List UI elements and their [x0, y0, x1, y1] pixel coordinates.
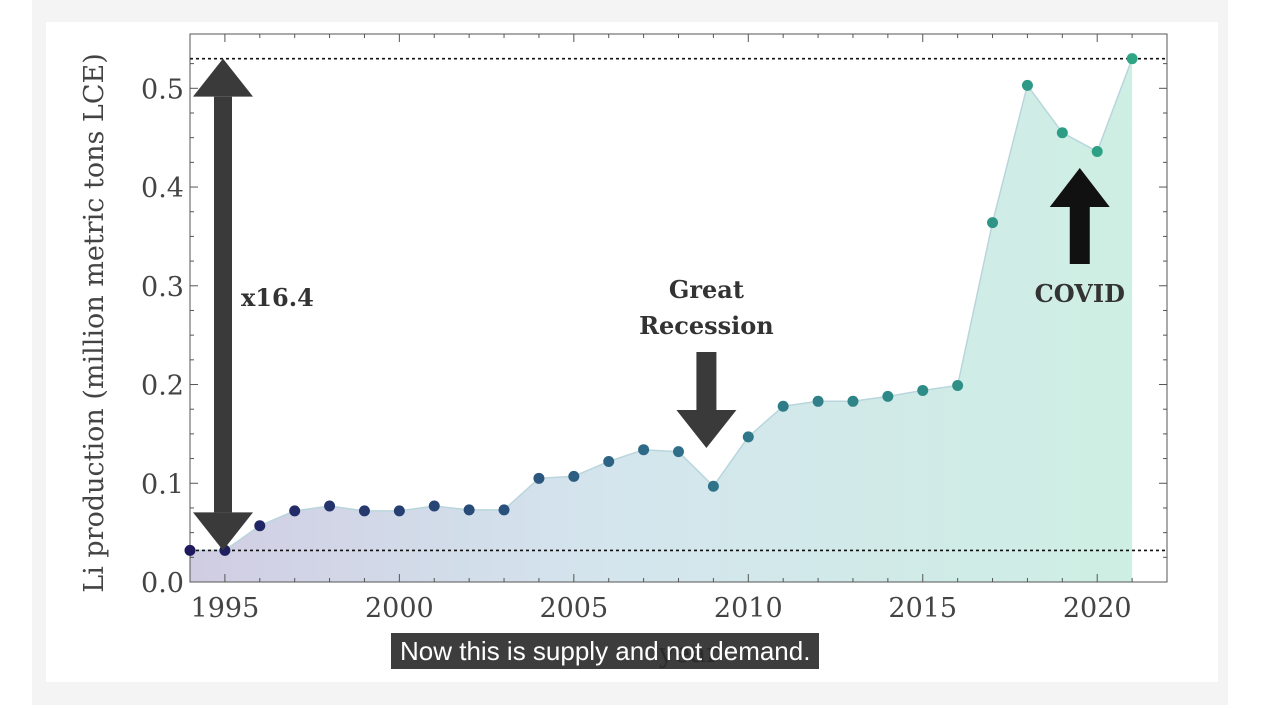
data-point	[1126, 53, 1138, 65]
data-point	[638, 444, 650, 456]
data-point	[952, 380, 964, 392]
data-point	[1021, 79, 1033, 91]
y-tick-label: 0.2	[141, 371, 184, 402]
recession-label-line2: Recession	[639, 311, 774, 340]
x-tick-label: 1995	[191, 593, 260, 624]
y-tick-label: 0.3	[141, 272, 184, 303]
ratio-arrow-head-up	[193, 58, 253, 97]
data-point	[917, 384, 929, 396]
y-tick-label: 0.5	[141, 74, 184, 105]
data-point	[533, 472, 545, 484]
y-axis-label: Li production (million metric tons LCE)	[79, 53, 110, 592]
data-point	[324, 500, 336, 512]
y-tick-label: 0.4	[141, 173, 184, 204]
chart-slide: 0.0 0.1 0.2 0.3 0.4 0.5 1995 2000 2005 2010 2015 20…	[46, 22, 1218, 682]
x-tick-label: 2010	[714, 593, 783, 624]
data-point	[987, 217, 999, 229]
data-point	[428, 500, 440, 512]
data-point	[603, 456, 615, 468]
data-point	[184, 544, 196, 556]
ratio-label: x16.4	[241, 283, 314, 312]
covid-label: COVID	[1035, 279, 1125, 308]
data-point	[882, 390, 894, 402]
data-point	[1056, 127, 1068, 139]
data-point	[1091, 145, 1103, 157]
series-line	[190, 58, 1133, 552]
x-tick-label: 2005	[539, 593, 608, 624]
data-point	[742, 431, 754, 443]
covid-arrow-shaft	[1069, 206, 1090, 264]
ratio-arrow-head-down	[193, 512, 253, 551]
area-fill	[190, 58, 1133, 582]
y-tick-label: 0.0	[141, 568, 184, 599]
recession-arrow-shaft	[696, 352, 717, 410]
data-point	[707, 480, 719, 492]
x-tick-label: 2015	[888, 593, 957, 624]
data-point	[812, 395, 824, 407]
y-tick-label: 0.1	[141, 469, 184, 500]
recession-label-line1: Great	[669, 275, 744, 304]
x-tick-label: 2020	[1063, 593, 1132, 624]
data-point	[568, 470, 580, 482]
data-point	[254, 520, 266, 532]
data-point	[673, 446, 684, 458]
data-point	[393, 505, 405, 517]
lithium-production-chart: 0.0 0.1 0.2 0.3 0.4 0.5 1995 2000 2005 2010 2015 20…	[79, 33, 1168, 669]
data-point	[463, 504, 475, 516]
covid-arrow-head	[1049, 168, 1110, 207]
data-point	[289, 505, 301, 517]
data-point	[358, 505, 370, 517]
x-tick-label: 2000	[365, 593, 434, 624]
recession-arrow-head	[676, 410, 737, 448]
data-point	[777, 400, 789, 412]
data-point	[498, 504, 510, 516]
data-point	[847, 395, 859, 407]
ratio-arrow-shaft	[214, 96, 232, 513]
subtitle-caption: Now this is supply and not demand.	[391, 633, 820, 669]
